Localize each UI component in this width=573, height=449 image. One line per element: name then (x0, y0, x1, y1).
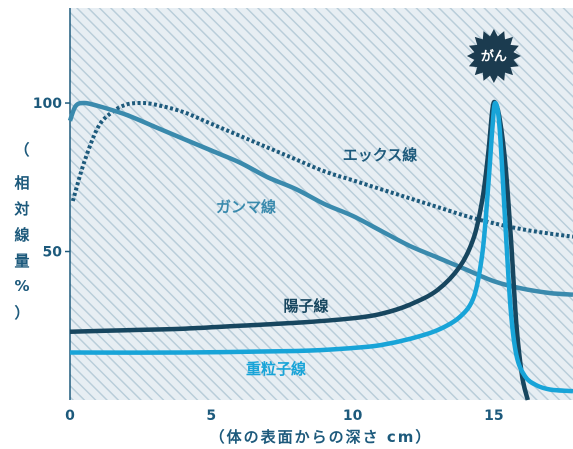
series-label-heavy-ion: 重粒子線 (246, 360, 306, 378)
y-ticks: 50 100 (33, 96, 70, 261)
x-tick-label: 0 (65, 408, 75, 424)
x-tick-label: 15 (484, 408, 503, 424)
y-axis-label: （ 相 対 線 量 % ） (13, 141, 29, 322)
cancer-badge-label: がん (481, 49, 507, 65)
series-label-proton: 陽子線 (283, 297, 328, 315)
y-axis-label-char: % (14, 277, 29, 295)
series-line-heavy-ion (69, 100, 573, 394)
series-line-gamma (67, 100, 573, 297)
y-axis-label-char: （ (14, 141, 29, 159)
cancer-badge: がん (466, 29, 521, 83)
series-line-proton (69, 99, 530, 401)
series-labels: エックス線 ガンマ線 陽子線 重粒子線 (216, 146, 417, 378)
y-tick-label: 100 (33, 96, 62, 112)
x-axis-label: （体の表面からの深さ cm） (210, 428, 433, 446)
y-axis-label-char: 対 (13, 200, 29, 218)
y-axis-label-char: ） (14, 304, 29, 322)
x-ticks: 0 5 10 15 (65, 408, 503, 424)
x-tick-label: 10 (343, 408, 363, 424)
y-axis-label-char: 相 (14, 174, 29, 192)
y-axis-label-char: 量 (14, 252, 29, 270)
y-tick-label: 50 (43, 245, 63, 261)
series-label-xray: エックス線 (343, 146, 418, 164)
cancer-badge-star (466, 29, 521, 83)
x-tick-label: 5 (206, 408, 216, 424)
y-axis-label-char: 線 (14, 226, 29, 244)
series-label-gamma: ガンマ線 (216, 198, 276, 216)
series-layer (67, 99, 573, 401)
